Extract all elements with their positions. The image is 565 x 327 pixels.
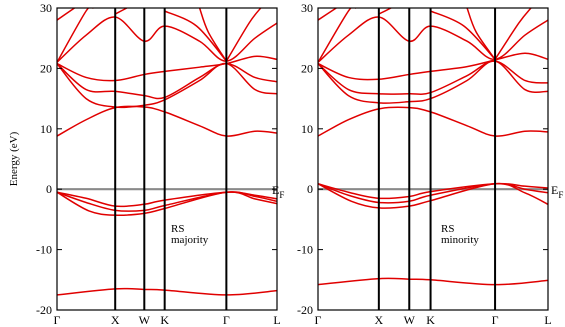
x-tick-label: W: [404, 313, 416, 327]
band-line-4: [318, 106, 548, 137]
band-line-10: [318, 8, 337, 21]
band-line-13: [225, 8, 262, 62]
panel-annotation: minority: [441, 234, 479, 246]
y-tick-label: 10: [40, 122, 52, 136]
band-line-1: [318, 182, 548, 200]
x-tick-label: Γ: [223, 313, 230, 327]
y-axis-label: Energy (eV): [8, 131, 20, 186]
band-line-7: [57, 55, 277, 82]
x-tick-label: L: [544, 313, 551, 327]
y-tick-label: -10: [297, 243, 313, 257]
x-tick-label: L: [273, 313, 280, 327]
band-line-5: [57, 62, 277, 109]
band-line-6: [57, 62, 277, 100]
band-line-9: [57, 8, 94, 63]
y-tick-label: 30: [40, 1, 52, 15]
y-tick-label: -10: [36, 243, 52, 257]
band-line-5: [318, 60, 548, 104]
y-tick-label: 0: [307, 182, 313, 196]
panel-annotation: majority: [171, 234, 209, 246]
y-tick-label: 0: [46, 182, 52, 196]
band-line-8: [57, 16, 277, 63]
band-line-10: [57, 8, 75, 21]
band-line-14: [466, 8, 496, 60]
band-line-7: [318, 52, 548, 81]
y-tick-label: -20: [297, 303, 313, 317]
x-tick-label: K: [426, 313, 435, 327]
x-tick-label: Γ: [315, 313, 322, 327]
band-line-9: [318, 8, 357, 63]
panel-annotation: RS: [441, 223, 454, 235]
band-line-3: [318, 182, 548, 209]
y-tick-label: 30: [301, 1, 313, 15]
x-tick-label: W: [139, 313, 151, 327]
panel-annotation: RS: [171, 223, 184, 235]
band-line-1: [57, 191, 277, 208]
y-tick-label: 10: [301, 122, 313, 136]
y-tick-label: 20: [40, 61, 52, 75]
band-line-11: [114, 8, 128, 15]
band-line-4: [57, 105, 277, 137]
bands-group: [57, 8, 277, 296]
fermi-level-label: EF: [551, 183, 563, 200]
x-tick-label: Γ: [492, 313, 499, 327]
band-line-14: [198, 8, 228, 62]
band-line-2: [57, 191, 277, 212]
band-line-12: [164, 10, 227, 62]
band-line-3: [57, 191, 277, 217]
band-line-0: [57, 287, 277, 296]
band-line-2: [318, 182, 548, 204]
band-line-11: [378, 8, 392, 15]
band-line-12: [430, 10, 496, 60]
bands-group: [318, 8, 548, 286]
x-tick-label: X: [375, 313, 384, 327]
band-line-13: [494, 8, 532, 60]
y-tick-label: 20: [301, 61, 313, 75]
plot-frame: [317, 7, 549, 311]
y-tick-label: -20: [36, 303, 52, 317]
band-line-0: [318, 277, 548, 286]
plot-frame: [56, 7, 278, 311]
x-tick-label: X: [111, 313, 120, 327]
x-tick-label: Γ: [54, 313, 61, 327]
x-tick-label: K: [160, 313, 169, 327]
